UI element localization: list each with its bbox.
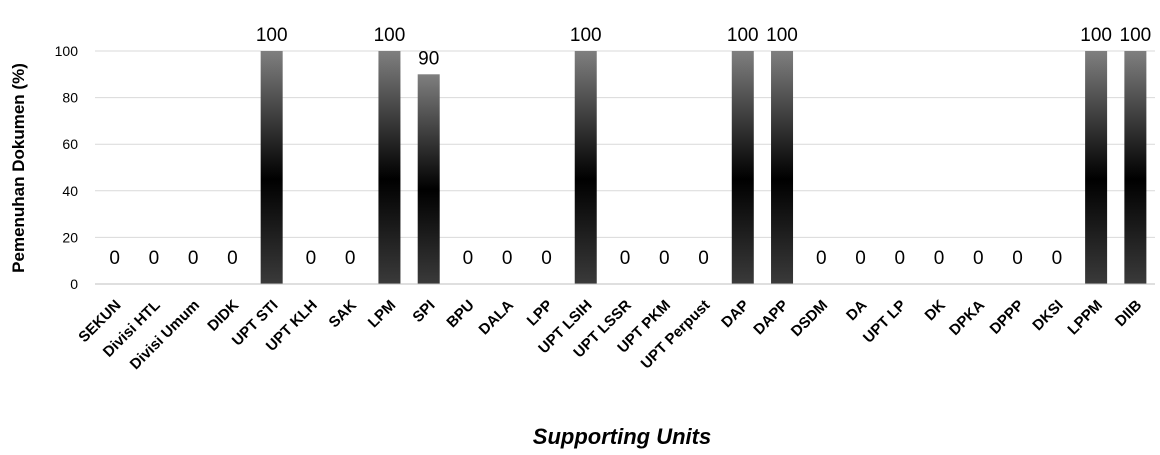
data-label: 0 [227, 248, 238, 269]
bar [378, 51, 401, 284]
y-tick-label: 100 [55, 43, 79, 59]
y-tick-label: 60 [62, 136, 78, 152]
x-tick-label: LPP [524, 297, 557, 330]
data-label: 0 [895, 248, 906, 269]
x-tick-label: DAPP [750, 297, 791, 338]
bar [574, 51, 597, 284]
y-axis-title: Pemenuhan Dokumen (%) [9, 63, 28, 273]
x-tick-label: SPI [409, 297, 438, 326]
bar [417, 74, 440, 284]
x-tick-label: DALA [476, 297, 518, 339]
y-tick-label: 0 [70, 276, 78, 292]
data-label: 0 [659, 248, 670, 269]
data-label: 0 [855, 248, 866, 269]
data-label: 100 [256, 25, 288, 46]
x-tick-label: Divisi Umum [127, 297, 203, 373]
data-label: 90 [418, 48, 439, 69]
data-label: 100 [766, 25, 798, 46]
data-label: 100 [570, 25, 602, 46]
bar [771, 51, 794, 284]
x-tick-label: DK [922, 297, 949, 324]
data-label: 100 [374, 25, 406, 46]
data-label: 0 [1052, 248, 1063, 269]
x-tick-label: LPPM [1064, 297, 1105, 338]
x-tick-label: BPU [443, 297, 477, 331]
data-label: 0 [973, 248, 984, 269]
data-label: 0 [934, 248, 945, 269]
bar [1124, 51, 1147, 284]
x-tick-label: DAP [718, 297, 752, 331]
gridlines [95, 50, 1155, 238]
x-tick-label: DPKA [946, 297, 988, 339]
y-tick-label: 80 [62, 90, 78, 106]
data-label: 0 [1012, 248, 1023, 269]
x-tick-label: DA [843, 297, 870, 324]
data-label: 0 [541, 248, 552, 269]
x-tick-label: UPT LP [860, 297, 910, 347]
bar [731, 51, 754, 284]
x-tick-label: UPT Perpust [638, 297, 714, 373]
bars [260, 51, 1147, 284]
data-label: 0 [463, 248, 474, 269]
data-label: 100 [1120, 25, 1152, 46]
data-label: 100 [1080, 25, 1112, 46]
x-tick-label: SAK [326, 297, 361, 332]
bar [1085, 51, 1108, 284]
x-tick-label: DPPP [987, 297, 1028, 338]
x-tick-label: DIIB [1112, 297, 1145, 330]
bar [260, 51, 283, 284]
x-axis-title: Supporting Units [533, 424, 711, 449]
y-tick-label: 40 [62, 183, 78, 199]
x-tick-label: LPM [365, 297, 399, 331]
data-labels: 0 0 0 0 100 0 0 100 90 0 0 0 100 0 0 0 100 100 0 0 0 0 0 0 0 100 1… [109, 25, 1151, 269]
data-label: 0 [620, 248, 631, 269]
data-label: 0 [149, 248, 160, 269]
data-label: 0 [816, 248, 827, 269]
data-label: 0 [109, 248, 120, 269]
x-tick-label: DKSI [1029, 297, 1066, 334]
data-label: 0 [345, 248, 356, 269]
data-label: 0 [188, 248, 199, 269]
data-label: 0 [502, 248, 513, 269]
y-axis-ticks: 0 20 40 60 80 100 [55, 43, 79, 292]
data-label: 0 [306, 248, 317, 269]
y-tick-label: 20 [62, 229, 78, 245]
data-label: 100 [727, 25, 759, 46]
data-label: 0 [698, 248, 709, 269]
x-tick-label: DSDM [788, 297, 831, 340]
